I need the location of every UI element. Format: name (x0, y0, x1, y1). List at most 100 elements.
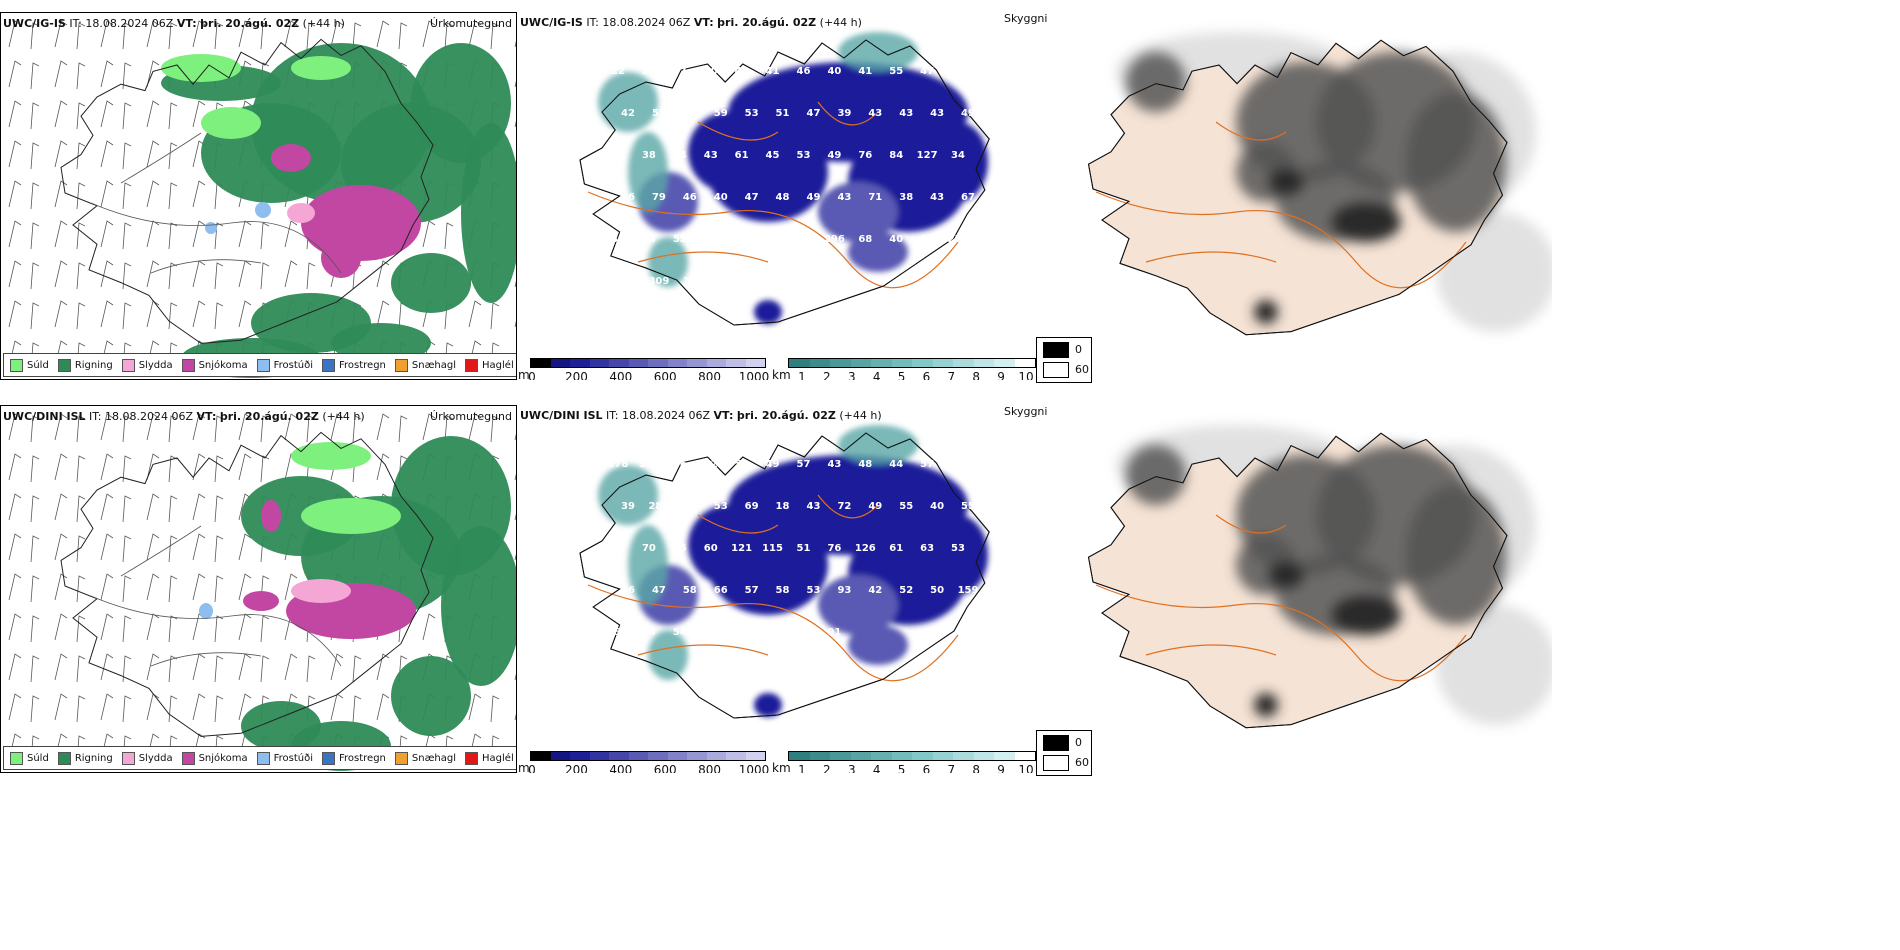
legend-label: Slydda (138, 359, 173, 371)
cloud-base-label: 53 (797, 150, 811, 161)
legend-label: Snjókoma (198, 752, 248, 764)
cloud-base-label: 64 (704, 234, 718, 245)
cloud-base-label: 67 (961, 192, 975, 203)
low-cloud-area (928, 515, 988, 595)
precip-type-panel: UWC/DINI ISL IT: 18.08.2024 06Z VT: þri.… (0, 405, 517, 773)
legend-swatch (1043, 735, 1069, 751)
colorbar-tick: 0 (528, 763, 536, 773)
legend-item: Frostregn (322, 358, 386, 372)
cloud-base-label: 59 (714, 108, 728, 119)
panel-title: UWC/DINI ISL IT: 18.08.2024 06Z VT: þri.… (520, 409, 882, 422)
legend-swatch (10, 358, 23, 372)
cloud-base-label: 54 (642, 627, 656, 638)
legend-item: Súld (10, 358, 49, 372)
cloud-base-label: 44 (889, 459, 903, 470)
cloud-base-label: 40 (930, 501, 944, 512)
cloud-base-label: 45 (673, 543, 687, 554)
cloud-base-label: 91 (827, 627, 841, 638)
cloud-base-label: 63 (642, 234, 656, 245)
precip-type-panel: UWC/IG-IS IT: 18.08.2024 06Z VT: þri. 20… (0, 12, 517, 380)
cloud-base-label: 43 (704, 150, 718, 161)
rain-area (241, 701, 321, 751)
legend-label: Súld (27, 359, 49, 371)
cloud-base-label: 70 (642, 543, 656, 554)
cloud-base-label: 24 (745, 276, 759, 287)
roads (90, 525, 342, 667)
visibility-area (648, 630, 688, 680)
legend-item: Slydda (121, 751, 173, 765)
drizzle-area (161, 54, 241, 82)
fog-index-map (1087, 425, 1552, 729)
colorbar-tick: 6 (922, 370, 931, 380)
fog-index-legend: 0 60 (1036, 730, 1092, 776)
mid-cloud-area (848, 625, 908, 665)
colorbar-tick: 7 (947, 370, 956, 380)
cloud-base-label: 76 (858, 150, 872, 161)
colorbar-tick: 1 (798, 370, 806, 380)
cloud-base-label: 319 (793, 234, 814, 245)
colorbar-tick: 400 (609, 763, 633, 773)
dense-fog-area (1331, 202, 1401, 242)
cloud-base-label: 64 (673, 150, 687, 161)
valid-time-value: þri. 20.ágú. 02Z (717, 16, 817, 29)
cloud-base-label: 57 (797, 459, 811, 470)
cloud-base-label: 58 (683, 585, 697, 596)
legend-item: Snæhagl (394, 751, 456, 765)
legend-label: Frostregn (339, 359, 386, 371)
snow-area (321, 238, 361, 278)
cloud-base-label: 71 (868, 192, 882, 203)
colorbar-tick: 9 (997, 763, 1005, 773)
fog-area (1126, 445, 1186, 505)
colorbar-tick: 600 (653, 370, 677, 380)
init-time-value: 18.08.2024 06Z (622, 409, 711, 422)
cloud-base-label: 61 (735, 150, 749, 161)
visibility-area (648, 237, 688, 287)
cloud-base-label: 43 (899, 108, 913, 119)
roads (587, 101, 959, 289)
cloud-base-map: 278 114 46 62 51 49 57 43 48 44 57 51 39 282 43 53 69 18 4… (579, 425, 990, 719)
dense-fog-area (1268, 561, 1304, 589)
cloud-base-label: 27 (642, 66, 656, 77)
cloud-base-label: 72 (837, 501, 851, 512)
panel-title: UWC/IG-IS IT: 18.08.2024 06Z VT: þri. 20… (520, 16, 862, 29)
cloud-base-label: 79 (652, 192, 666, 203)
cloud-base-label: 317 (710, 276, 731, 287)
cloud-base-label: 63 (920, 543, 934, 554)
cloud-base-label: 58 (776, 585, 790, 596)
cloud-base-label: 42 (868, 585, 882, 596)
visibility-area (838, 425, 918, 465)
low-cloud-area (688, 112, 768, 192)
legend-item: Haglél (465, 358, 514, 372)
colorbar-tick: 3 (847, 370, 856, 380)
legend-swatch (394, 751, 408, 765)
cloud-base-label: 34 (951, 150, 965, 161)
legend-label: Slydda (138, 752, 173, 764)
drizzle-area (291, 56, 351, 80)
mid-cloud-area (818, 575, 898, 635)
cloud-base-label: 51 (951, 459, 965, 470)
lead-time: (+44 h) (819, 16, 862, 29)
cloud-base-label: 49 (766, 459, 780, 470)
cloud-base-label: 41 (766, 66, 780, 77)
cloud-base-label: 55 (889, 66, 903, 77)
cloud-height-colorbar: m 0 200 400 600 800 1000 (518, 358, 769, 380)
legend-swatch (121, 751, 135, 765)
cloud-base-label: 52 (899, 585, 913, 596)
legend-item: Rigning (57, 358, 113, 372)
valid-time-label: VT: (713, 409, 734, 422)
colorbar-tick: 0 (528, 370, 536, 380)
legend-item: Snjókoma (181, 358, 248, 372)
legend-label: Snjókoma (198, 359, 248, 371)
cloud-height-colorbar: m 0 200 400 600 800 1000 (518, 751, 769, 773)
panel-title: UWC/IG-IS IT: 18.08.2024 06Z VT: þri. 20… (3, 17, 345, 30)
legend-label: Haglél (482, 359, 514, 371)
cloud-base-label: 43 (930, 192, 944, 203)
dense-fog-area (1268, 168, 1304, 196)
cloud-base-label: 300 (700, 627, 721, 638)
cloud-base-label: 69 (745, 501, 759, 512)
fog-index-panel (1036, 405, 1552, 773)
init-time-label: IT: (606, 409, 619, 422)
cloud-base-label: 43 (930, 108, 944, 119)
legend-label: Frostúði (273, 752, 313, 764)
cloud-base-label: 39 (951, 66, 965, 77)
